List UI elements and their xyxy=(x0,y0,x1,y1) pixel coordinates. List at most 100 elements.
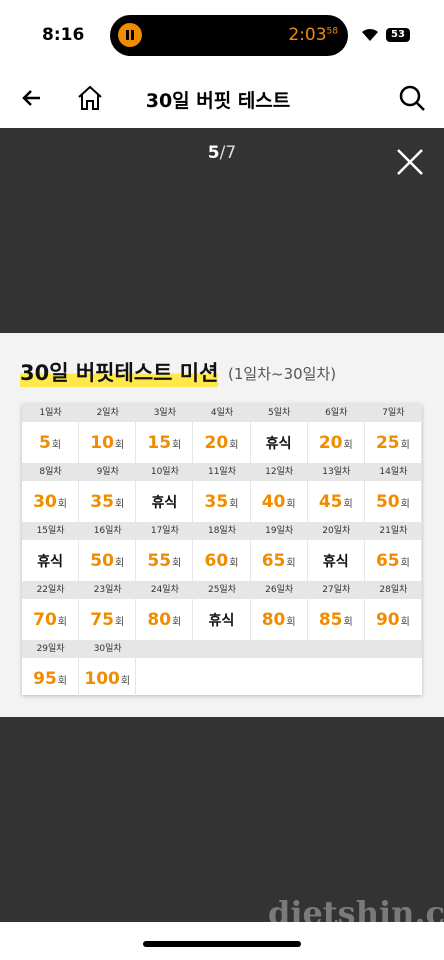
rep-unit: 회 xyxy=(172,558,182,569)
rep-unit: 회 xyxy=(400,558,410,569)
day-value: 25회 xyxy=(365,422,422,463)
rep-count: 70 xyxy=(33,610,57,630)
rep-count: 65 xyxy=(375,551,400,571)
day-value: 30회 xyxy=(22,481,80,522)
rep-count: 45 xyxy=(318,492,343,512)
rep-count: 35 xyxy=(204,492,229,512)
rep-count: 15 xyxy=(147,433,172,453)
rep-count: 50 xyxy=(90,551,114,571)
rep-count: 100 xyxy=(84,669,120,689)
label-row xyxy=(22,640,422,658)
timer-text: 2:03 xyxy=(288,25,327,45)
page-title: 30일 버핏 테스트 xyxy=(145,90,291,112)
day-value: 50회 xyxy=(365,481,422,522)
rep-unit: 회 xyxy=(114,617,125,628)
day-label: 1일차 xyxy=(39,408,62,418)
rep-unit: 회 xyxy=(400,617,410,628)
label-row xyxy=(22,463,422,481)
rep-unit: 회 xyxy=(57,617,67,628)
mission-table: 1일차 5회 2일차 10회 3일차 15회 4일차 20회 5일차 휴식 6일차 20회 7일차 25회… xyxy=(22,404,422,699)
dynamic-island: 2:0358 xyxy=(110,15,348,56)
rep-unit: 회 xyxy=(229,499,239,510)
current-page: 5 xyxy=(207,143,220,163)
timer-seconds: 58 xyxy=(326,26,338,37)
rep-count: 20 xyxy=(204,433,229,453)
card-subtitle: (1일차~30일차) xyxy=(228,365,337,383)
day-label: 4일차 xyxy=(210,408,234,418)
close-button[interactable] xyxy=(396,148,424,176)
day-value: 20회 xyxy=(308,422,365,463)
label-row xyxy=(22,522,422,540)
rep-count: 5 xyxy=(39,433,51,453)
rep-unit: 회 xyxy=(172,617,182,628)
day-label: 17일차 xyxy=(150,526,179,536)
rep-count: 80 xyxy=(261,610,286,630)
home-indicator xyxy=(143,941,301,947)
day-label: 27일차 xyxy=(322,585,351,595)
day-value: 60회 xyxy=(193,540,251,581)
timer: 2:0358 xyxy=(288,25,338,45)
day-value: 35회 xyxy=(193,481,251,522)
day-label: 18일차 xyxy=(207,526,236,536)
label-row xyxy=(22,581,422,599)
day-value: 55회 xyxy=(136,540,194,581)
day-label: 22일차 xyxy=(36,585,65,595)
rep-unit: 회 xyxy=(120,676,131,687)
rep-count: 60 xyxy=(204,551,229,571)
rep-count: 35 xyxy=(90,492,114,512)
day-label: 25일차 xyxy=(207,585,236,595)
day-label: 8일차 xyxy=(39,467,62,477)
day-label: 10일차 xyxy=(150,467,179,477)
day-label: 19일차 xyxy=(265,526,294,536)
day-label: 12일차 xyxy=(265,467,294,477)
day-label: 28일차 xyxy=(379,585,408,595)
rep-count: 90 xyxy=(375,610,400,630)
rep-unit: 회 xyxy=(343,440,353,451)
timer-icon xyxy=(118,23,142,47)
day-label: 16일차 xyxy=(93,526,122,536)
rest-day: 휴식 xyxy=(208,613,235,629)
rep-count: 40 xyxy=(261,492,286,512)
day-value: 65회 xyxy=(365,540,422,581)
day-value: 10회 xyxy=(79,422,137,463)
search-button[interactable] xyxy=(398,84,426,112)
rep-unit: 회 xyxy=(343,499,353,510)
rep-count: 80 xyxy=(147,610,172,630)
day-label: 23일차 xyxy=(93,585,122,595)
day-value: 휴식 xyxy=(22,540,80,581)
back-button[interactable] xyxy=(20,86,44,110)
rep-unit: 회 xyxy=(343,617,353,628)
rep-count: 25 xyxy=(375,433,400,453)
rep-unit: 회 xyxy=(229,558,239,569)
rep-unit: 회 xyxy=(400,499,410,510)
day-value: 15회 xyxy=(136,422,194,463)
rest-day: 휴식 xyxy=(37,554,63,570)
day-label: 21일차 xyxy=(379,526,408,536)
rep-count: 95 xyxy=(33,669,57,689)
day-label: 24일차 xyxy=(150,585,179,595)
day-value: 휴식 xyxy=(193,599,251,640)
day-value: 80회 xyxy=(136,599,194,640)
rep-unit: 회 xyxy=(114,499,125,510)
day-value: 45회 xyxy=(308,481,365,522)
rep-unit: 회 xyxy=(229,440,239,451)
rep-unit: 회 xyxy=(57,676,67,687)
rest-day: 휴식 xyxy=(151,495,178,511)
rep-unit: 회 xyxy=(114,558,125,569)
day-label: 6일차 xyxy=(325,408,348,418)
day-label: 7일차 xyxy=(382,408,405,418)
day-value: 40회 xyxy=(251,481,308,522)
day-value: 70회 xyxy=(22,599,80,640)
day-value: 50회 xyxy=(79,540,137,581)
wifi-icon xyxy=(362,28,378,41)
battery: 53 xyxy=(386,28,410,42)
day-value: 휴식 xyxy=(308,540,365,581)
card-title: 30일 버핏테스트 미션 xyxy=(20,357,219,387)
watermark: dietshin.com xyxy=(268,894,444,932)
day-label: 3일차 xyxy=(153,408,176,418)
rep-unit: 회 xyxy=(286,617,296,628)
home-button[interactable] xyxy=(76,84,104,112)
rep-count: 85 xyxy=(318,610,343,630)
day-label: 30일차 xyxy=(93,644,122,654)
